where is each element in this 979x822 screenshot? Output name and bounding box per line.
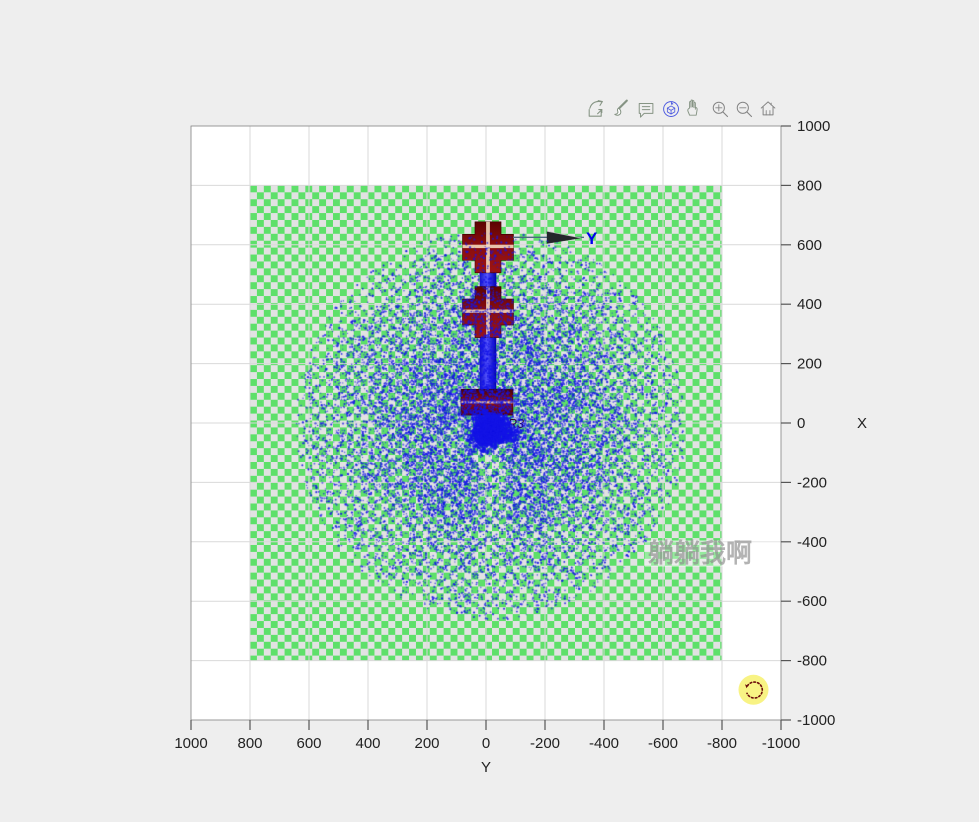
svg-text:800: 800 — [797, 177, 822, 194]
svg-text:躺躺我啊: 躺躺我啊 — [648, 538, 752, 568]
svg-text:400: 400 — [355, 735, 380, 752]
svg-text:R3: R3 — [508, 417, 524, 431]
svg-text:-400: -400 — [589, 735, 619, 752]
svg-text:400: 400 — [797, 296, 822, 313]
svg-text:0: 0 — [482, 735, 490, 752]
svg-text:600: 600 — [296, 735, 321, 752]
svg-text:200: 200 — [797, 356, 822, 373]
svg-text:-1000: -1000 — [797, 712, 835, 729]
svg-text:-600: -600 — [797, 593, 827, 610]
svg-text:-1000: -1000 — [762, 735, 800, 752]
svg-text:-800: -800 — [797, 653, 827, 670]
svg-text:1000: 1000 — [797, 118, 830, 135]
svg-text:Y: Y — [586, 229, 598, 248]
svg-text:-600: -600 — [648, 735, 678, 752]
svg-text:X: X — [857, 415, 867, 432]
svg-text:-800: -800 — [707, 735, 737, 752]
svg-text:200: 200 — [414, 735, 439, 752]
svg-text:1000: 1000 — [174, 735, 207, 752]
svg-text:-400: -400 — [797, 534, 827, 551]
svg-text:800: 800 — [237, 735, 262, 752]
svg-text:0: 0 — [797, 415, 805, 432]
svg-text:Y: Y — [481, 759, 491, 776]
svg-text:-200: -200 — [797, 474, 827, 491]
svg-text:600: 600 — [797, 237, 822, 254]
svg-text:-200: -200 — [530, 735, 560, 752]
